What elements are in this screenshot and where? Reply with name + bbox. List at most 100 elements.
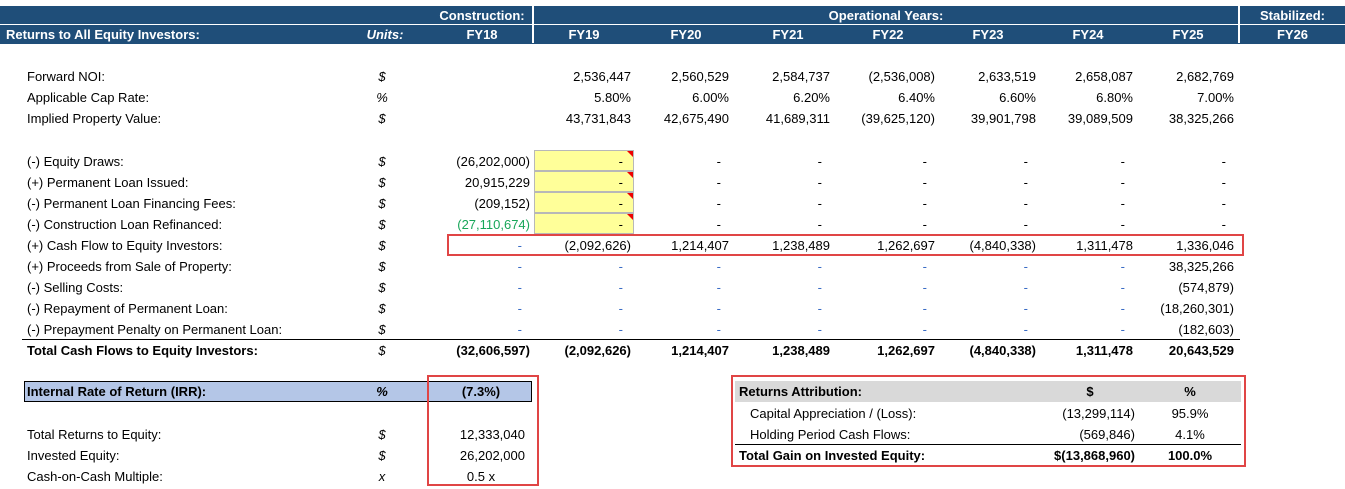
empty-dash-cell[interactable]: -	[618, 280, 623, 295]
empty-dash-cell[interactable]: -	[1023, 154, 1028, 169]
empty-dash-cell[interactable]: -	[1120, 217, 1125, 232]
value-cell[interactable]: 38,325,266	[1168, 111, 1234, 126]
value-cell[interactable]: 6.80%	[1096, 90, 1133, 105]
total-value-cell[interactable]: 1,238,489	[772, 343, 830, 358]
value-cell[interactable]: (39,625,120)	[861, 111, 935, 126]
value-cell[interactable]: 2,658,087	[1075, 69, 1133, 84]
total-value-cell[interactable]: 1,311,478	[1075, 343, 1133, 358]
empty-dash-cell[interactable]: -	[817, 175, 822, 190]
empty-dash-cell[interactable]: -	[817, 154, 822, 169]
value-cell[interactable]: 1,311,478	[1076, 238, 1133, 253]
empty-dash-cell[interactable]: -	[716, 280, 721, 295]
empty-dash-cell[interactable]: -	[517, 238, 522, 253]
empty-dash-cell[interactable]: -	[1221, 175, 1226, 190]
empty-dash-cell[interactable]: -	[817, 301, 822, 316]
value-cell[interactable]: 7.00%	[1197, 90, 1234, 105]
empty-dash-cell[interactable]: -	[922, 217, 927, 232]
total-value-cell[interactable]: 1,214,407	[671, 343, 729, 358]
empty-dash-cell[interactable]: -	[1221, 196, 1226, 211]
empty-dash-cell[interactable]: -	[517, 322, 522, 337]
empty-dash-cell[interactable]: -	[1120, 196, 1125, 211]
value-cell[interactable]: 38,325,266	[1168, 259, 1234, 274]
empty-dash-cell[interactable]: -	[817, 280, 822, 295]
value-cell[interactable]: 43,731,843	[565, 111, 631, 126]
value-cell[interactable]: 1,214,407	[671, 238, 729, 253]
empty-dash-cell[interactable]: -	[1023, 217, 1028, 232]
value-cell[interactable]: 39,089,509	[1067, 111, 1133, 126]
value-cell[interactable]: 2,682,769	[1176, 69, 1234, 84]
empty-dash-cell[interactable]: -	[1023, 259, 1028, 274]
value-cell[interactable]: 39,901,798	[970, 111, 1036, 126]
empty-dash-cell[interactable]: -	[1120, 322, 1125, 337]
empty-dash-cell[interactable]: -	[922, 175, 927, 190]
total-value-cell[interactable]: 1,262,697	[877, 343, 935, 358]
total-value-cell[interactable]: 20,643,529	[1168, 343, 1234, 358]
value-cell[interactable]: 20,915,229	[464, 175, 530, 190]
value-cell[interactable]: (27,110,674)	[457, 217, 530, 232]
empty-dash-cell[interactable]: -	[618, 259, 623, 274]
empty-dash-cell[interactable]: -	[716, 322, 721, 337]
empty-dash-cell[interactable]: -	[922, 196, 927, 211]
input-cell[interactable]	[534, 192, 634, 213]
total-value-cell[interactable]: (2,092,626)	[564, 343, 632, 358]
value-cell[interactable]: (574,879)	[1178, 280, 1234, 295]
empty-dash-cell[interactable]: -	[618, 322, 623, 337]
empty-dash-cell[interactable]: -	[1023, 322, 1028, 337]
empty-dash-cell[interactable]: -	[1120, 259, 1125, 274]
input-cell[interactable]	[534, 150, 634, 171]
value-cell[interactable]: 41,689,311	[765, 111, 830, 126]
value-cell[interactable]: 1,238,489	[772, 238, 830, 253]
empty-dash-cell[interactable]: -	[618, 301, 623, 316]
empty-dash-cell[interactable]: -	[716, 196, 721, 211]
empty-dash-cell[interactable]: -	[618, 175, 623, 190]
value-cell[interactable]: 42,675,490	[663, 111, 729, 126]
empty-dash-cell[interactable]: -	[716, 301, 721, 316]
empty-dash-cell[interactable]: -	[716, 259, 721, 274]
input-cell[interactable]	[534, 171, 634, 192]
empty-dash-cell[interactable]: -	[1221, 154, 1226, 169]
empty-dash-cell[interactable]: -	[922, 259, 927, 274]
empty-dash-cell[interactable]: -	[922, 154, 927, 169]
empty-dash-cell[interactable]: -	[618, 217, 623, 232]
value-cell[interactable]: 2,633,519	[978, 69, 1036, 84]
value-cell[interactable]: (26,202,000)	[456, 154, 530, 169]
empty-dash-cell[interactable]: -	[618, 154, 623, 169]
empty-dash-cell[interactable]: -	[1120, 280, 1125, 295]
value-cell[interactable]: 1,336,046	[1176, 238, 1234, 253]
empty-dash-cell[interactable]: -	[922, 322, 927, 337]
empty-dash-cell[interactable]: -	[1023, 196, 1028, 211]
empty-dash-cell[interactable]: -	[1120, 175, 1125, 190]
empty-dash-cell[interactable]: -	[922, 280, 927, 295]
empty-dash-cell[interactable]: -	[716, 175, 721, 190]
empty-dash-cell[interactable]: -	[817, 259, 822, 274]
value-cell[interactable]: (2,092,626)	[564, 238, 632, 253]
value-cell[interactable]: 6.60%	[999, 90, 1036, 105]
empty-dash-cell[interactable]: -	[1120, 301, 1125, 316]
empty-dash-cell[interactable]: -	[618, 196, 623, 211]
empty-dash-cell[interactable]: -	[817, 322, 822, 337]
empty-dash-cell[interactable]: -	[517, 259, 522, 274]
empty-dash-cell[interactable]: -	[1023, 175, 1028, 190]
value-cell[interactable]: (182,603)	[1178, 322, 1234, 337]
value-cell[interactable]: (209,152)	[474, 196, 530, 211]
empty-dash-cell[interactable]: -	[817, 217, 822, 232]
empty-dash-cell[interactable]: -	[716, 154, 721, 169]
value-cell[interactable]: 6.20%	[793, 90, 830, 105]
value-cell[interactable]: 2,560,529	[671, 69, 729, 84]
value-cell[interactable]: 2,584,737	[772, 69, 830, 84]
empty-dash-cell[interactable]: -	[1221, 217, 1226, 232]
value-cell[interactable]: 1,262,697	[877, 238, 935, 253]
empty-dash-cell[interactable]: -	[1120, 154, 1125, 169]
empty-dash-cell[interactable]: -	[517, 301, 522, 316]
empty-dash-cell[interactable]: -	[1023, 301, 1028, 316]
value-cell[interactable]: 5.80%	[594, 90, 631, 105]
total-value-cell[interactable]: (4,840,338)	[969, 343, 1037, 358]
value-cell[interactable]: (2,536,008)	[868, 69, 936, 84]
empty-dash-cell[interactable]: -	[1023, 280, 1028, 295]
value-cell[interactable]: 6.00%	[692, 90, 729, 105]
value-cell[interactable]: 6.40%	[898, 90, 935, 105]
empty-dash-cell[interactable]: -	[922, 301, 927, 316]
value-cell[interactable]: 2,536,447	[573, 69, 631, 84]
empty-dash-cell[interactable]: -	[817, 196, 822, 211]
empty-dash-cell[interactable]: -	[716, 217, 721, 232]
